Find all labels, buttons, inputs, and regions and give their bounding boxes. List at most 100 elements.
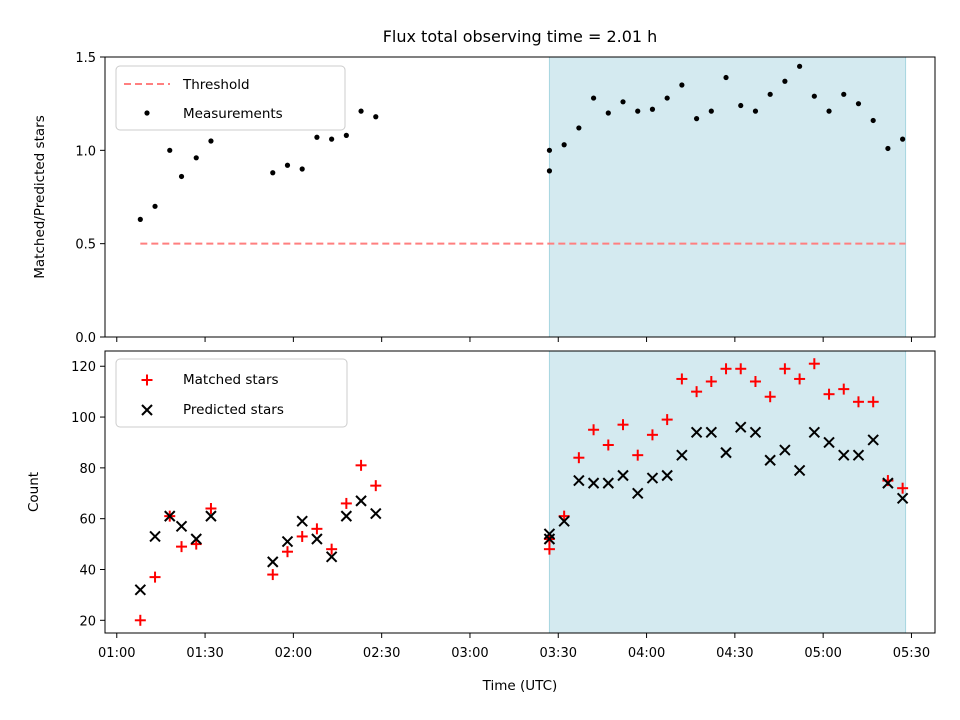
legend-x-marker — [141, 404, 153, 416]
predicted-star-point — [190, 533, 202, 545]
cross-stroke — [267, 556, 279, 568]
legend-predicted-swatch — [141, 404, 153, 416]
predicted-star-point — [632, 487, 644, 499]
cross-stroke — [735, 421, 747, 433]
y-tick-label: 0.5 — [75, 238, 96, 253]
predicted-star-point — [661, 469, 673, 482]
cross-stroke — [587, 477, 600, 489]
measurement-point — [178, 173, 185, 180]
predicted-star-point — [720, 446, 732, 459]
cross-stroke — [325, 551, 338, 563]
cross-stroke — [779, 444, 791, 456]
matched-star-point — [720, 363, 732, 375]
predicted-star-point — [690, 426, 703, 439]
matched-star-point — [764, 391, 776, 403]
measurement-point — [797, 63, 803, 69]
cross-stroke — [340, 510, 353, 522]
matched-star-point — [326, 543, 338, 555]
matched-star-point — [808, 358, 820, 370]
cross-stroke — [558, 515, 570, 527]
legend-measurement-swatch — [144, 110, 150, 116]
measurement-point — [738, 102, 744, 109]
matched-star-point — [149, 571, 161, 583]
cross-stroke — [882, 477, 894, 489]
measurement-point — [870, 117, 876, 124]
predicted-star-point — [296, 515, 308, 527]
matched-star-point — [676, 373, 688, 385]
observing-window-shade — [548, 56, 907, 338]
predicted-star-point — [370, 507, 382, 520]
cross-stroke — [720, 446, 732, 459]
cross-stroke — [543, 533, 556, 545]
measurement-point — [782, 78, 788, 84]
cross-stroke — [205, 510, 217, 522]
cross-stroke — [852, 449, 865, 461]
matched-star-point — [573, 452, 585, 464]
y-tick-label: 80 — [79, 462, 96, 477]
chart-title: Flux total observing time = 2.01 h — [383, 27, 658, 46]
measurement-point — [590, 95, 597, 101]
ratio-axes-frame — [104, 56, 936, 338]
cross-stroke — [190, 533, 202, 545]
matched-star-point — [267, 569, 279, 581]
measurement-point — [193, 155, 199, 161]
count-legend: Matched stars Predicted stars — [115, 358, 348, 428]
predicted-star-point — [808, 426, 821, 439]
predicted-star-point — [355, 495, 367, 507]
cross-stroke — [543, 528, 556, 540]
predicted-star-point — [852, 449, 865, 461]
matched-star-point — [794, 373, 806, 385]
y-tick-label: 40 — [79, 563, 96, 578]
matched-star-point — [779, 363, 791, 375]
cross-stroke — [370, 507, 382, 520]
measurement-point — [358, 108, 364, 114]
cross-stroke — [149, 530, 161, 543]
matched-star-point — [311, 523, 323, 535]
x-tick-label: 03:00 — [451, 646, 488, 661]
matched-star-point — [205, 503, 217, 515]
predicted-star-point — [896, 492, 909, 505]
measurement-point — [841, 91, 847, 97]
matched-star-point — [355, 459, 367, 471]
predicted-star-point — [558, 515, 570, 527]
ratio-legend: Threshold Measurements — [115, 65, 346, 131]
predicted-star-point — [205, 510, 217, 522]
predicted-star-point — [149, 530, 161, 543]
count-legend-box — [115, 358, 348, 428]
x-tick-label: 02:00 — [275, 646, 312, 661]
predicted-star-point — [793, 464, 806, 477]
measurement-point — [855, 101, 862, 107]
predicted-star-point — [311, 533, 323, 545]
matched-star-point — [296, 530, 308, 542]
predicted-star-point — [602, 477, 615, 489]
measurement-point — [284, 162, 291, 168]
matched-star-point — [661, 414, 673, 426]
measurement-point — [620, 99, 626, 105]
predicted-star-point — [646, 472, 659, 484]
x-tick-label: 02:30 — [363, 646, 400, 661]
matched-star-point — [705, 375, 717, 387]
cross-stroke — [164, 510, 176, 522]
measurement-point — [679, 82, 685, 88]
measurement-point — [664, 95, 670, 101]
y-tick-label: 1.5 — [75, 51, 96, 66]
matched-star-point — [838, 383, 850, 395]
cross-stroke — [690, 426, 703, 439]
measurement-point — [343, 132, 349, 138]
predicted-star-point — [867, 434, 879, 446]
cross-stroke — [793, 464, 806, 477]
measurement-point — [708, 108, 714, 114]
matched-star-point — [749, 375, 761, 387]
predicted-star-point — [823, 436, 835, 449]
matched-star-point — [897, 482, 909, 494]
legend-matched-swatch — [141, 374, 153, 386]
x-axis-label: Time (UTC) — [482, 678, 558, 694]
matched-star-point — [691, 386, 703, 398]
y-tick-label: 100 — [71, 411, 96, 426]
cross-stroke — [175, 520, 188, 533]
predicted-star-point — [281, 535, 294, 548]
legend-predicted-label: Predicted stars — [183, 402, 284, 418]
x-tick-label: 05:30 — [893, 646, 930, 661]
cross-stroke — [896, 492, 909, 505]
matched-star-point — [852, 396, 864, 408]
